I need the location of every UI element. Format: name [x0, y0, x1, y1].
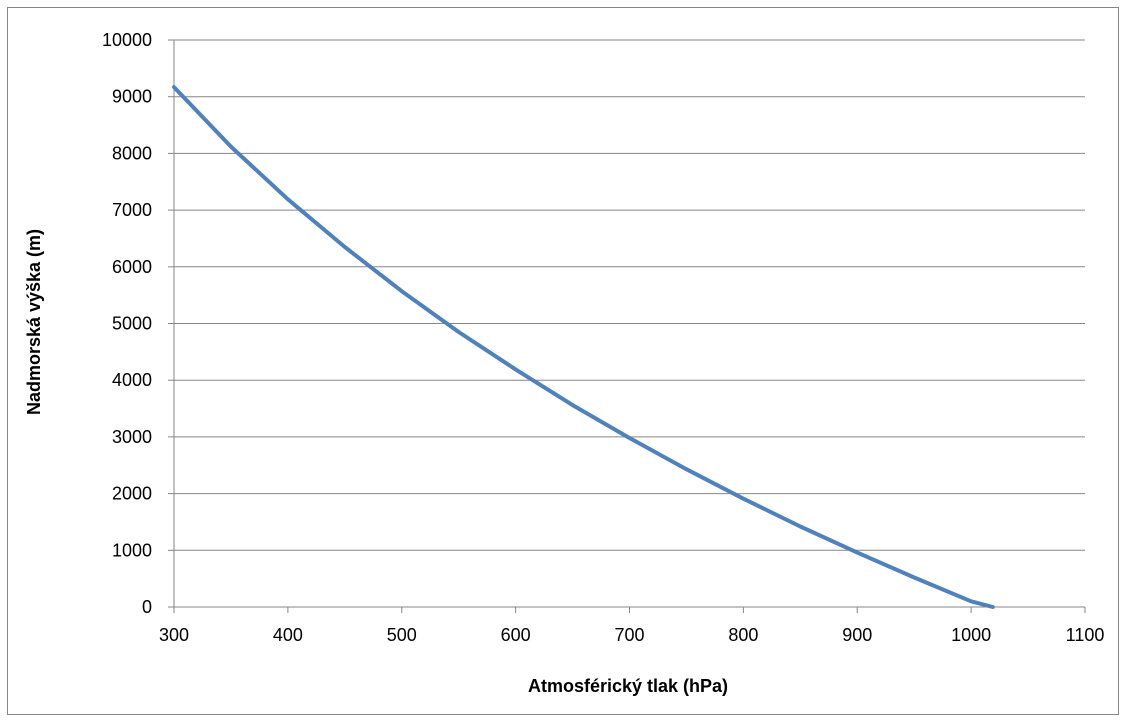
x-tick-label-700: 700: [614, 625, 644, 645]
y-tick-label-10000: 10000: [102, 30, 152, 50]
x-tick-label-800: 800: [728, 625, 758, 645]
y-tick-labels: 0 1000 2000 3000 4000 5000 6000 7000 8000 9000 100…: [102, 30, 152, 617]
y-tick-label-3000: 3000: [112, 427, 152, 447]
y-tick-label-5000: 5000: [112, 314, 152, 334]
x-axis-title: Atmosférický tlak (hPa): [528, 676, 728, 696]
plot-area: [172, 85, 995, 609]
series-line-0: [172, 85, 995, 609]
y-tick-label-1000: 1000: [112, 540, 152, 560]
y-tick-label-6000: 6000: [112, 257, 152, 277]
axes: [168, 39, 1086, 613]
y-tick-label-9000: 9000: [112, 87, 152, 107]
gridlines: [174, 39, 1085, 551]
x-tick-label-400: 400: [273, 625, 303, 645]
y-axis-title: Nadmorská výška (m): [24, 229, 44, 415]
chart-frame: [7, 7, 1119, 715]
x-tick-labels: 300 400 500 600 700 800 900 1000 1100: [159, 625, 1104, 645]
x-tick-label-300: 300: [159, 625, 189, 645]
y-tick-label-4000: 4000: [112, 370, 152, 390]
x-tick-label-600: 600: [501, 625, 531, 645]
x-tick-label-500: 500: [387, 625, 417, 645]
x-tick-label-900: 900: [842, 625, 872, 645]
y-tick-label-8000: 8000: [112, 143, 152, 163]
y-tick-label-2000: 2000: [112, 484, 152, 504]
x-tick-label-1000: 1000: [951, 625, 991, 645]
y-tick-label-0: 0: [142, 597, 152, 617]
y-tick-label-7000: 7000: [112, 200, 152, 220]
x-tick-label-1100: 1100: [1066, 625, 1105, 645]
